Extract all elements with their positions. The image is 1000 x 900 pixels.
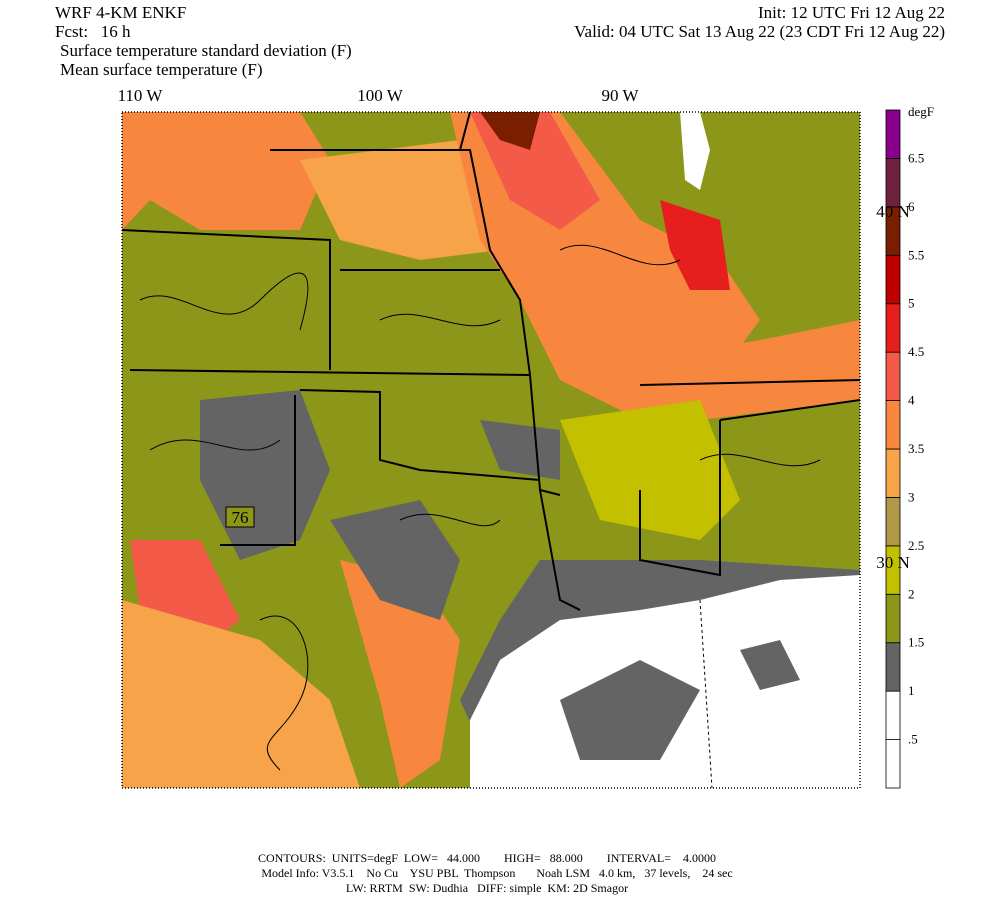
lat-label: 30 N [876,553,910,572]
field-patch [480,420,560,480]
field-patch [640,320,860,420]
borders [122,112,860,611]
colorbar-label: 3.5 [908,441,924,456]
field-patch [560,400,740,540]
colorbar-swatch [885,400,901,450]
colorbar-label: 5.5 [908,247,924,262]
colorbar-unit: degF [908,104,934,119]
field-patch [340,560,460,788]
field-title: Mean surface temperature (F) [60,60,262,79]
colorbar-label: 1 [908,683,915,698]
colorbar-swatch [885,642,901,692]
field-title: Surface temperature standard deviation (… [60,41,352,60]
colorbar-swatch [885,303,901,353]
field-patch [122,600,360,788]
field-patch [470,112,600,230]
colorbar: .5 1 1.5 2 2.5 3 3.5 4 4.5 5 5.5 6 6.5 degF [885,104,934,789]
footer-line: Model Info: V3.5.1 No Cu YSU PBL Thompso… [261,866,732,880]
colorbar-label: 4 [908,393,915,408]
forecast-hour: Fcst: 16 h [55,22,131,41]
colorbar-label: 6 [908,199,915,214]
colorbar-label: 5 [908,296,915,311]
contour-label: 76 [232,508,249,527]
init-time: Init: 12 UTC Fri 12 Aug 22 [758,3,945,22]
valid-time: Valid: 04 UTC Sat 13 Aug 22 (23 CDT Fri … [574,22,945,41]
colorbar-swatch [885,497,901,547]
colorbar-swatch [885,690,901,740]
colorbar-label: 2 [908,586,915,601]
field-patch [560,660,700,760]
colorbar-swatch [885,739,901,789]
colorbar-label: 4.5 [908,344,924,359]
lon-label: 90 W [602,86,640,105]
colorbar-label: 2.5 [908,538,924,553]
colorbar-label: 6.5 [908,150,924,165]
colorbar-label: 3 [908,489,915,504]
colorbar-swatch [885,158,901,208]
contours [139,244,821,771]
field-patch [480,112,540,150]
field-patch [130,540,240,650]
colorbar-swatch [885,593,901,644]
lat-label: 40 N [876,202,910,221]
colorbar-swatch [885,109,901,159]
footer-line: CONTOURS: UNITS=degF LOW= 44.000 HIGH= 8… [258,851,716,865]
colorbar-swatch [885,254,901,305]
colorbar-swatch [885,448,901,498]
colorbar-swatch [885,351,901,401]
lon-label: 100 W [357,86,403,105]
field-patch [740,640,800,690]
lon-label: 110 W [118,86,164,105]
colorbar-label: 1.5 [908,635,924,650]
field-patch [330,500,460,620]
model-title: WRF 4-KM ENKF [55,3,186,22]
field-patch [122,112,330,230]
colorbar-label: .5 [908,732,918,747]
footer-line: LW: RRTM SW: Dudhia DIFF: simple KM: 2D … [346,881,628,895]
map: 76 110 W 100 W 90 W [118,86,861,789]
boundary-line [699,599,713,788]
lake [680,112,710,190]
map-frame [121,111,861,789]
contour-label-box [225,506,255,528]
field-patch [660,200,730,290]
